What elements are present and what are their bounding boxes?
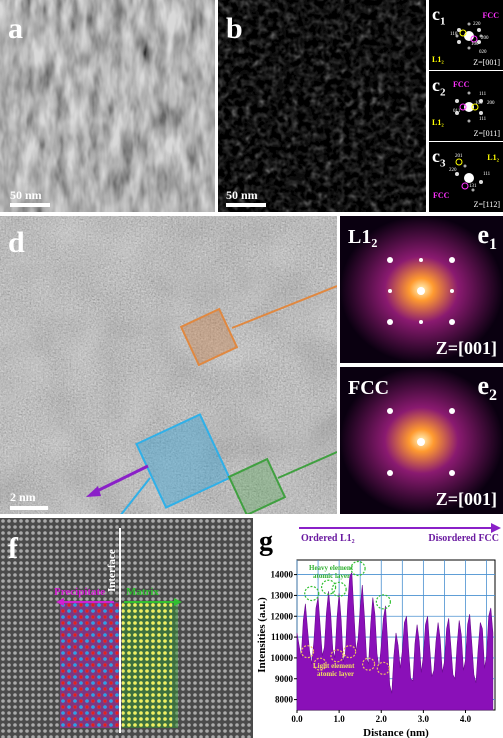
panel-a: a 50 nm xyxy=(0,0,215,212)
panel-c2-pattern xyxy=(455,91,483,123)
panel-g: 0.0 1.0 2.0 3.0 4.0 8000 9000 10000 11000 12000 13… xyxy=(255,518,503,738)
y-tick-label: 9000 xyxy=(275,674,294,684)
panel-c3-phase-fcc: FCC xyxy=(433,191,450,200)
panel-e1-zone: Z=[001] xyxy=(435,338,497,358)
panel-c1-phase-fcc: FCC xyxy=(482,11,499,20)
panel-b-scale-bar xyxy=(226,203,266,207)
x-tick-label: 1.0 xyxy=(334,714,346,724)
panel-e1: e1 L1₂ Z=[001] xyxy=(340,216,503,363)
panel-c2-zone: Z=[011] xyxy=(473,129,500,138)
annotation-heavy-line2: atomic layer xyxy=(313,572,350,580)
panel-e2-label: e2 xyxy=(477,371,497,405)
light-marker xyxy=(330,649,344,663)
panel-c2-spot-100: 100 xyxy=(475,101,483,106)
x-tick-label: 3.0 xyxy=(418,714,430,724)
light-marker xyxy=(376,661,390,675)
annotation-light-line2: atomic layer xyxy=(317,670,354,678)
light-marker xyxy=(313,657,327,671)
x-tick-label: 2.0 xyxy=(376,714,388,724)
arrow-right-label: Disordered FCC xyxy=(428,533,499,544)
panel-e2-fft xyxy=(340,367,503,514)
y-tick-label: 8000 xyxy=(275,695,294,705)
heavy-marker xyxy=(320,579,337,595)
intensity-series-area xyxy=(296,571,494,711)
panel-e2: e2 FCC Z=[001] xyxy=(340,367,503,514)
panel-a-image xyxy=(0,0,215,212)
panel-c1-pattern xyxy=(455,22,483,50)
panel-e2-zone: Z=[001] xyxy=(435,489,497,509)
light-marker xyxy=(300,645,315,659)
panel-c1-zone: Z=[001] xyxy=(473,58,500,67)
arrow-left-label: Ordered L1₂ xyxy=(301,533,355,544)
y-tick-label: 11000 xyxy=(271,632,294,642)
panel-d-label: d xyxy=(8,226,25,259)
y-tick-label: 14000 xyxy=(271,570,294,580)
y-tick-label: 10000 xyxy=(271,653,294,663)
panel-e1-label: e1 xyxy=(477,220,497,254)
panel-b-image xyxy=(218,0,426,212)
intensity-chart: 0.0 1.0 2.0 3.0 4.0 8000 9000 10000 11000 12000 13… xyxy=(256,523,501,738)
heavy-marker xyxy=(350,560,366,577)
panel-c3-phase-l12: L1₂ xyxy=(487,153,499,162)
panel-f-matrix-label: Matrix xyxy=(126,586,159,598)
panel-c3-spot-111: 111 xyxy=(483,172,491,177)
panel-d: d 2 nm xyxy=(0,216,337,514)
annotation-light-line1: Light element xyxy=(313,662,355,670)
panel-c1-spot-110: 110 xyxy=(450,32,458,37)
panel-c1-spot-200: 200 xyxy=(481,36,489,41)
heavy-marker xyxy=(331,581,347,597)
panel-f: f Interface Precipitate Matrix xyxy=(0,518,253,738)
light-marker xyxy=(362,657,376,671)
panel-c1-spot-020: 020 xyxy=(479,50,487,55)
panel-c3-zone: Z=[112] xyxy=(473,200,500,209)
panel-f-interface-label: Interface xyxy=(106,549,118,592)
panel-c2-phase-fcc: FCC xyxy=(453,80,470,89)
panel-e1-phase: L1₂ xyxy=(348,226,378,248)
panel-c3-pattern xyxy=(455,158,483,192)
heavy-marker xyxy=(304,585,320,602)
panel-c3-spot-201: 201 xyxy=(455,154,463,159)
panel-a-scale-bar xyxy=(10,203,50,207)
panel-c3: c3 L1₂ FCC Z=[112] 201 220 131 111 xyxy=(429,142,503,212)
panel-c2-spot-111a: 111 xyxy=(479,92,487,97)
y-axis-label: Intensities (a.u.) xyxy=(256,597,268,673)
panel-e1-fft xyxy=(340,216,503,363)
panel-c3-spot-131: 131 xyxy=(469,184,477,189)
panel-c3-spot-220: 220 xyxy=(449,168,457,173)
panel-f-precipitate-label: Precipitate xyxy=(54,586,106,598)
panel-g-label: g xyxy=(259,526,273,557)
panel-f-image xyxy=(0,518,253,738)
panel-c2-spot-111b: 111 xyxy=(479,117,487,122)
panel-c1-spot-220: 220 xyxy=(473,22,481,27)
panel-c2-spot-200: 200 xyxy=(487,101,495,106)
x-tick-label: 4.0 xyxy=(460,714,472,724)
panel-c2-phase-l12: L1₂ xyxy=(432,118,444,127)
panel-c1: c1 FCC L1₂ Z=[001] 220 020 110 100 200 xyxy=(429,0,503,70)
panel-b-label: b xyxy=(226,12,243,45)
heavy-marker xyxy=(375,594,391,610)
panel-c1-spot-100: 100 xyxy=(471,42,479,47)
panel-b-scale-text: 50 nm xyxy=(226,188,258,202)
panel-c2: c2 FCC L1₂ Z=[011] 111 200 100 011 111 xyxy=(429,71,503,141)
gradient-arrow-head xyxy=(491,523,501,533)
y-tick-label: 12000 xyxy=(271,611,294,621)
panel-c2-label: c2 xyxy=(432,75,446,99)
panel-d-image xyxy=(0,216,337,514)
panel-e2-phase: FCC xyxy=(348,377,390,399)
panel-f-label: f xyxy=(8,532,18,565)
panel-d-scale-bar xyxy=(10,506,48,510)
panel-b: b 50 nm xyxy=(218,0,426,212)
annotation-heavy-line1: Heavy element xyxy=(309,564,354,572)
panel-d-scale-text: 2 nm xyxy=(10,490,36,504)
y-tick-label: 13000 xyxy=(271,590,294,600)
panel-a-scale-text: 50 nm xyxy=(10,188,42,202)
panel-c1-phase-l12: L1₂ xyxy=(432,55,444,64)
panel-c3-label: c3 xyxy=(432,146,446,170)
panel-c2-spot-011: 011 xyxy=(453,109,461,114)
panel-c1-label: c1 xyxy=(432,4,446,28)
x-tick-label: 0.0 xyxy=(291,714,303,724)
panel-a-label: a xyxy=(8,12,23,45)
x-axis-label: Distance (nm) xyxy=(363,727,429,738)
light-marker xyxy=(343,645,357,659)
